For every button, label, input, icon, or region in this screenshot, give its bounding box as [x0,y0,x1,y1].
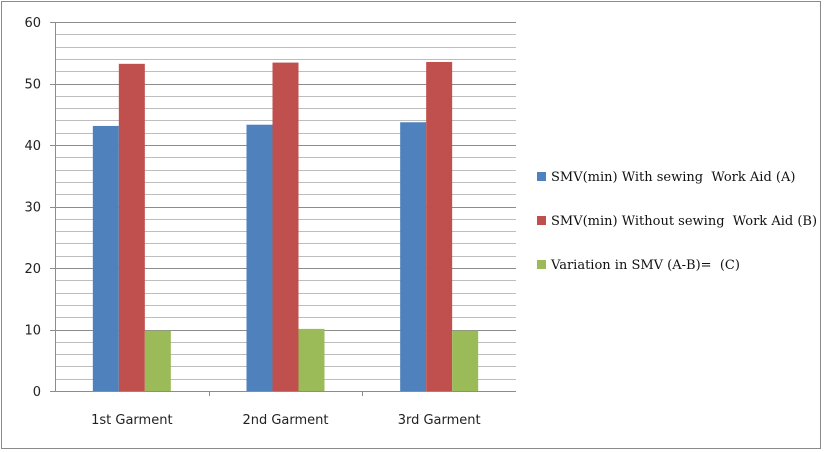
legend-swatch [537,172,546,181]
x-tick-label: 3rd Garment [398,413,481,428]
bar [92,125,119,391]
bar [118,63,145,391]
axes [55,22,516,396]
bars [92,61,479,392]
legend: SMV(min) With sewing Work Aid (A) SMV(min… [537,170,817,273]
bar [272,62,299,392]
bar [246,124,273,391]
bar [426,61,453,391]
y-tick-label: 50 [24,78,41,93]
bar [298,328,325,391]
legend-label: Variation in SMV (A-B)= (C) [550,258,740,273]
legend-swatch [537,216,546,225]
legend-label: SMV(min) With sewing Work Aid (A) [551,170,795,185]
y-tick-label: 20 [24,262,41,277]
y-tick-label: 40 [24,139,41,154]
legend-label: SMV(min) Without sewing Work Aid (B) [551,214,817,229]
bar [452,330,479,391]
y-tick-label: 60 [24,16,41,31]
y-tick-label: 10 [24,324,41,339]
bar [400,122,427,392]
y-tick-label: 30 [24,201,41,216]
x-axis-tick-labels: 1st Garment 2nd Garment 3rd Garment [91,413,481,428]
y-tick-label: 0 [33,385,41,400]
bar [144,330,171,391]
x-tick-label: 2nd Garment [242,413,328,428]
y-axis-tick-labels: 0 10 20 30 40 50 60 [24,16,55,400]
x-tick-label: 1st Garment [91,413,172,428]
legend-swatch [537,260,546,269]
